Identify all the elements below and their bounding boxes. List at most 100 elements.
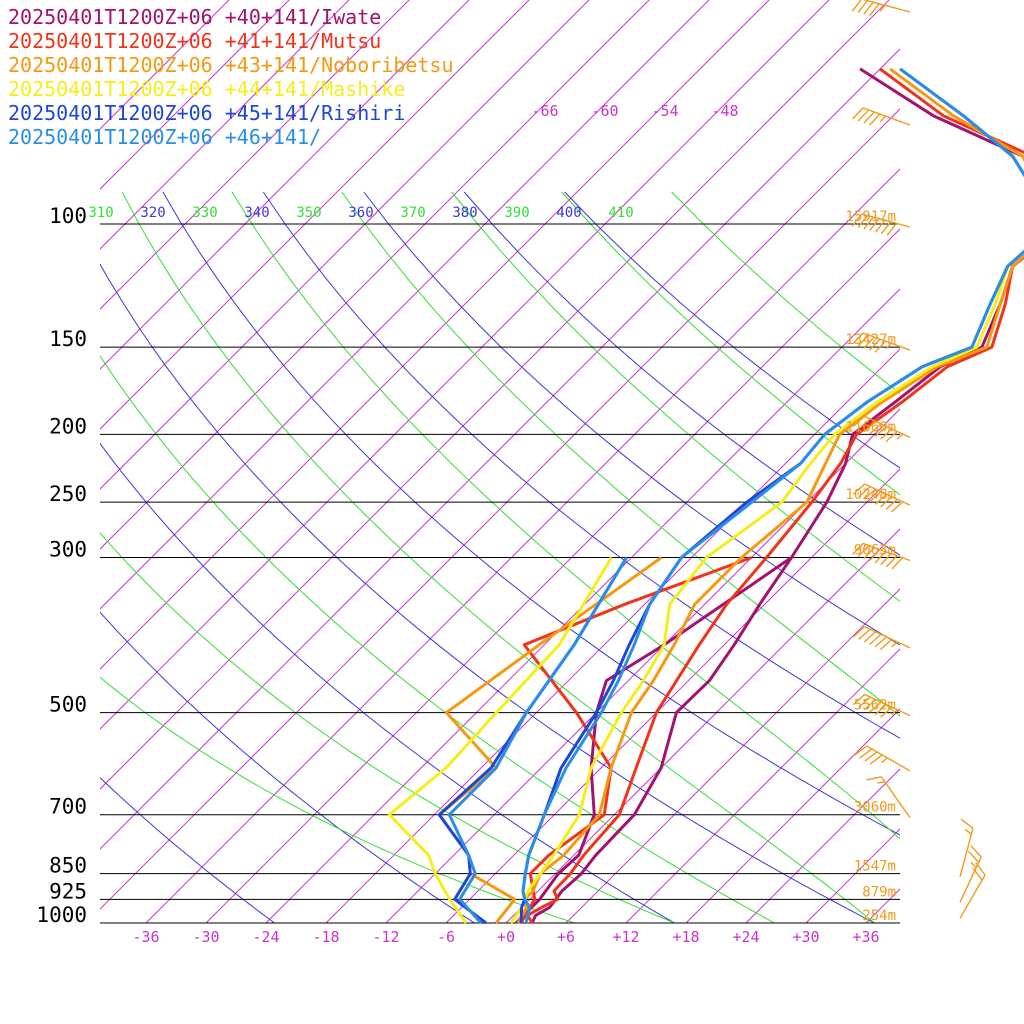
series-temperature-line [521, 67, 1024, 924]
height-label: 10248m [845, 487, 896, 503]
barb-staff [880, 776, 911, 819]
series-group [437, 67, 1024, 925]
legend-entry: 20250401T1200Z+06 +43+141/Noboribetsu [8, 53, 454, 77]
barb-half-feather [970, 861, 977, 869]
isotherm-line [805, 828, 900, 923]
barb-half-feather [880, 757, 888, 764]
height-label: 9063m [854, 543, 896, 559]
isotherm-line [205, 228, 900, 923]
legend-entry: 20250401T1200Z+06 +46+141/ [8, 125, 321, 149]
pressure-label: 500 [49, 693, 87, 717]
barb-feather [863, 698, 877, 711]
barb-staff [864, 626, 911, 649]
theta-e-line [100, 355, 775, 923]
temperature-tick-label: -24 [252, 928, 279, 946]
barb-feather [858, 628, 871, 640]
temperature-tick-label: +12 [612, 928, 639, 946]
barb-feather [868, 338, 881, 351]
barb-feather [852, 415, 866, 427]
barb-feather [852, 693, 866, 706]
barb-feather [975, 862, 986, 876]
theta-label: 310 [88, 205, 113, 221]
isotherm-line [445, 468, 900, 923]
theta-line [262, 191, 900, 739]
isotherm-line [325, 348, 900, 923]
height-label: 879m [862, 884, 896, 900]
barb-feather [874, 493, 887, 505]
barb-staff [861, 213, 911, 228]
barb-feather [869, 754, 883, 765]
wind-barb [852, 332, 911, 353]
theta-label: 370 [400, 205, 425, 221]
pressure-label: 250 [49, 482, 87, 506]
series-group [447, 67, 1024, 925]
barb-feather [869, 218, 880, 232]
theta-line [363, 191, 900, 646]
wind-barb [866, 776, 911, 819]
legend: 20250401T1200Z+06 +40+141/Iwate 20250401T… [8, 5, 454, 149]
barb-feather [885, 555, 898, 568]
wind-barbs [851, 0, 986, 919]
theta-line [100, 442, 675, 923]
barb-feather [852, 107, 864, 120]
barb-staff [959, 828, 974, 877]
barb-feather [880, 553, 892, 566]
theta-label: 330 [192, 205, 217, 221]
barb-feather [852, 332, 864, 345]
barb-half-feather [896, 433, 904, 440]
barb-feather [960, 818, 974, 829]
wind-barb [959, 818, 974, 877]
barb-feather [857, 0, 869, 14]
barb-feather [857, 215, 869, 229]
isotherm-line [565, 588, 900, 923]
isotherm-line [505, 528, 900, 923]
temperature-tick-label: +6 [557, 928, 575, 946]
barb-feather [858, 418, 871, 430]
barb-feather [857, 544, 870, 558]
barb-feather [874, 340, 887, 353]
barb-feather [863, 420, 877, 433]
series-temperature-line [509, 67, 1024, 924]
barb-half-feather [891, 641, 898, 648]
barb-feather [869, 491, 882, 503]
height-label: 254m [862, 908, 896, 924]
theta-line [463, 191, 900, 556]
temperature-tick-label: -36 [132, 928, 159, 946]
barb-feather [864, 751, 878, 762]
barb-staff [864, 693, 911, 717]
barb-feather [857, 109, 870, 122]
barb-feather [854, 745, 868, 756]
theta-e-line [451, 191, 900, 602]
barb-feather [890, 501, 904, 513]
barb-feather [874, 219, 886, 233]
theta-label: 350 [296, 205, 321, 221]
barb-staff [862, 0, 911, 13]
isotherm-line [685, 708, 900, 923]
height-label: 11660m [845, 419, 896, 435]
isobar-lines [100, 223, 900, 924]
barb-staff [866, 745, 911, 772]
barb-feather [859, 748, 873, 759]
barb-feather [967, 850, 980, 863]
barb-feather [852, 626, 866, 638]
wind-barb [854, 745, 911, 772]
legend-entry: 20250401T1200Z+06 +40+141/Iwate [8, 5, 381, 29]
barb-staff [862, 107, 911, 126]
wind-barb [851, 213, 911, 236]
upper-isotherm-label: -54 [651, 102, 678, 120]
theta-lines [100, 191, 900, 923]
series-group [514, 67, 1024, 925]
upper-isotherm-label: -60 [591, 102, 618, 120]
pressure-label: 925 [49, 879, 87, 903]
barb-feather [866, 776, 882, 781]
barb-feather [851, 0, 862, 12]
barb-feather [874, 425, 887, 438]
temperature-tick-label: +36 [852, 928, 879, 946]
theta-line [100, 777, 275, 923]
barb-feather [863, 1, 874, 15]
profile-series [387, 67, 1024, 925]
barb-feather [851, 213, 863, 227]
wind-barb [852, 415, 911, 443]
barb-feather [885, 430, 898, 443]
